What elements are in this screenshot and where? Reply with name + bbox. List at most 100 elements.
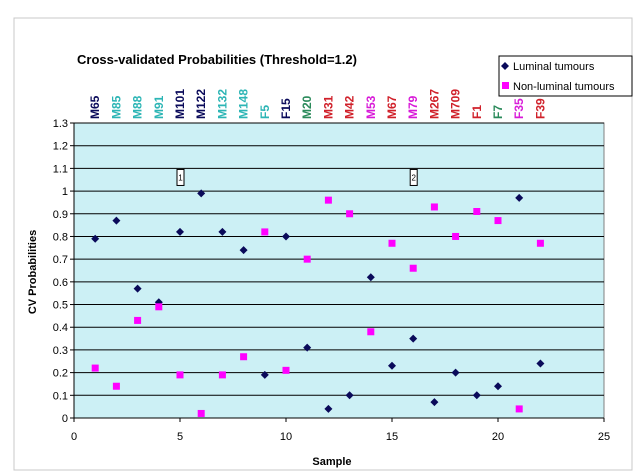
sample-label: F35 [512,98,526,119]
point-non-luminal [367,328,375,336]
point-non-luminal [134,316,142,324]
point-non-luminal [388,239,396,247]
x-tick-label: 15 [386,431,398,443]
point-luminal [218,227,227,236]
point-luminal [91,234,100,243]
y-tick-label: 0.5 [53,300,68,312]
x-tick-label: 5 [177,431,183,443]
x-tick-labels: 0 5 10 15 20 25 [71,431,610,443]
sample-label: M67 [385,95,399,119]
y-tick-label: 1.3 [53,118,68,130]
sample-label: F7 [491,105,505,119]
point-non-luminal [324,196,332,204]
y-tick-label: 0.2 [53,368,68,380]
legend: Luminal tumours Non-luminal tumours [498,55,633,97]
sample-label: M88 [131,95,145,119]
axes [70,122,605,422]
sample-label: M31 [321,95,335,119]
sample-label: F15 [279,98,293,119]
annotation-box [409,168,418,186]
x-axis-label: Sample [312,456,351,468]
point-non-luminal [409,264,417,272]
sample-label: M79 [406,95,420,119]
point-non-luminal [536,239,544,247]
y-tick-label: 1 [62,186,68,198]
sample-label: M53 [364,95,378,119]
point-non-luminal [346,210,354,218]
sample-label: M148 [237,89,251,119]
y-tick-label: 0.4 [53,322,68,334]
point-non-luminal [282,366,290,374]
x-tick-label: 25 [598,431,610,443]
point-luminal [112,216,121,225]
y-tick-labels: 0 0.1 0.2 0.3 0.4 0.5 0.6 0.7 0.8 0.9 1 1.1 1.2 1.3 [53,118,68,425]
point-non-luminal [515,405,523,413]
point-luminal [409,334,418,343]
y-tick-label: 0.1 [53,390,68,402]
sample-label: M267 [427,89,441,119]
y-tick-label: 0.9 [53,209,68,221]
annotation-label: 2 [411,173,416,182]
legend-marker-non-luminal [502,82,509,89]
point-non-luminal [91,364,99,372]
sample-label: F5 [258,105,272,119]
point-luminal [366,273,375,282]
sample-labels: M65 M85 M88 M91 M101 M122 M132 M148 F5 F15 M20 M31 M… [88,89,547,119]
y-tick-label: 0.8 [53,231,68,243]
legend-marker-luminal [501,62,509,70]
point-luminal [430,398,439,407]
annotation-label: 1 [178,173,183,182]
point-non-luminal [112,382,120,390]
sample-label: M85 [109,95,123,119]
point-luminal [536,359,545,368]
point-non-luminal [240,353,248,361]
point-non-luminal [261,228,269,236]
point-luminal [239,246,248,255]
sample-label: M65 [88,95,102,119]
chart-title: Cross-validated Probabilities (Threshold… [77,52,357,67]
data-points [91,189,545,417]
point-luminal [282,232,290,241]
sample-label: M42 [343,95,357,119]
point-non-luminal [176,371,184,379]
point-luminal [345,391,354,400]
annotation-box [176,168,185,186]
sample-label: M20 [300,95,314,119]
point-non-luminal [197,409,205,417]
point-non-luminal [430,203,438,211]
point-non-luminal [155,303,163,311]
point-luminal [494,382,502,391]
plot-area [73,122,605,419]
y-tick-label: 0 [62,413,68,425]
point-non-luminal [452,232,460,240]
point-luminal [133,284,142,293]
sample-label: F39 [533,98,547,119]
point-luminal [197,189,206,198]
x-tick-label: 0 [71,431,77,443]
y-tick-label: 0.7 [53,254,68,266]
sample-label: M132 [215,89,229,119]
point-luminal [451,368,460,377]
sample-label: M122 [194,89,208,119]
point-luminal [388,361,396,370]
sample-label: M91 [152,95,166,119]
legend-label-non-luminal: Non-luminal tumours [513,81,615,93]
gridlines [74,122,604,396]
legend-label-luminal: Luminal tumours [513,61,595,73]
point-non-luminal [303,255,311,263]
legend-box [498,55,633,97]
point-luminal [176,227,184,236]
point-luminal [324,404,333,413]
sample-label: F1 [470,105,484,119]
point-luminal [472,391,481,400]
point-non-luminal [218,371,226,379]
y-tick-label: 0.3 [53,345,68,357]
point-non-luminal [494,217,502,225]
x-tick-label: 20 [492,431,504,443]
point-non-luminal [473,208,481,215]
point-luminal [303,343,312,352]
sample-label: M101 [173,89,187,119]
y-tick-label: 1.1 [53,163,68,175]
